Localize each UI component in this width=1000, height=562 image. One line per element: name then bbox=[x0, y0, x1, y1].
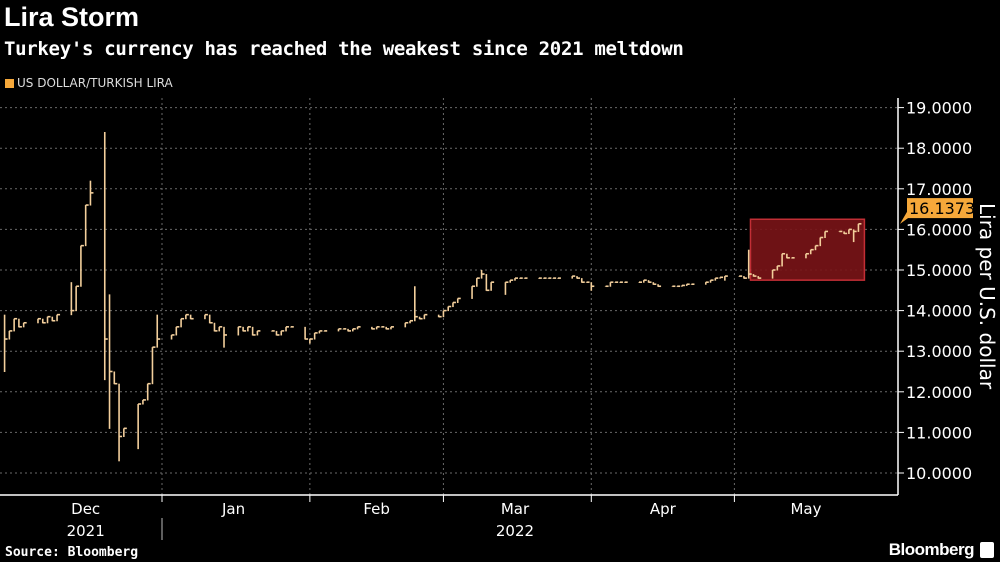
x-year-label: 2021 bbox=[67, 522, 105, 540]
x-tick-label: Apr bbox=[650, 500, 677, 518]
y-tick-label: 19.0000 bbox=[906, 99, 972, 118]
last-value-label: 16.1373 bbox=[909, 199, 975, 218]
legend-label: US DOLLAR/TURKISH LIRA bbox=[17, 76, 173, 90]
y-tick-label: 17.0000 bbox=[906, 180, 972, 199]
last-value-pointer bbox=[900, 210, 908, 224]
y-tick-label: 16.0000 bbox=[906, 220, 972, 239]
legend-swatch bbox=[5, 78, 14, 88]
y-tick-label: 13.0000 bbox=[906, 342, 972, 361]
y-tick-label: 14.0000 bbox=[906, 302, 972, 321]
x-tick-label: Jan bbox=[221, 500, 245, 518]
y-tick-label: 18.0000 bbox=[906, 139, 972, 158]
chart-title: Lira Storm bbox=[4, 2, 140, 32]
brand-logo: Bloomberg bbox=[888, 540, 975, 559]
bloomberg-icon bbox=[980, 542, 994, 558]
y-tick-label: 12.0000 bbox=[906, 383, 972, 402]
source-note: Source: Bloomberg bbox=[5, 545, 139, 560]
x-year-label: 2022 bbox=[496, 522, 534, 540]
y-tick-label: 11.0000 bbox=[906, 423, 972, 442]
x-tick-label: Feb bbox=[363, 500, 390, 518]
y-tick-label: 15.0000 bbox=[906, 261, 972, 280]
x-tick-label: Mar bbox=[501, 500, 530, 518]
chart-subtitle: Turkey's currency has reached the weakes… bbox=[4, 38, 684, 60]
highlight-box bbox=[749, 218, 866, 281]
y-axis-label: Lira per U.S. dollar bbox=[975, 203, 999, 390]
y-tick-label: 10.0000 bbox=[906, 464, 972, 483]
x-tick-label: Dec bbox=[71, 500, 100, 518]
legend: US DOLLAR/TURKISH LIRA bbox=[5, 76, 173, 90]
x-tick-label: May bbox=[790, 500, 821, 518]
last-value-marker bbox=[907, 198, 973, 219]
